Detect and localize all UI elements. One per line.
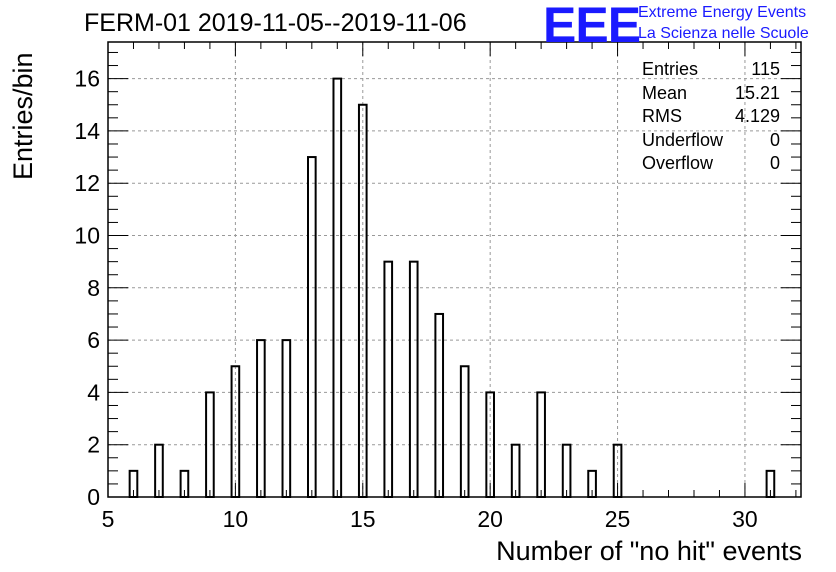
- plot-frame: [107, 41, 802, 498]
- histogram-bar: [154, 443, 164, 498]
- stats-value: 4.129: [734, 106, 780, 126]
- stats-value: 15.21: [734, 82, 780, 103]
- stats-value: 0: [769, 129, 780, 150]
- eee-logo: EEE: [543, 0, 641, 53]
- y-tick-label: 6: [87, 327, 100, 353]
- histogram-bar: [256, 339, 266, 498]
- stats-label: Overflow: [642, 153, 714, 173]
- y-axis-label: Entries/bin: [8, 52, 38, 180]
- y-tick-label: 14: [74, 118, 100, 144]
- logo-line-2: La Scienza nelle Scuole: [638, 25, 809, 42]
- x-tick-label: 15: [350, 506, 376, 532]
- x-tick-label: 20: [477, 506, 503, 532]
- stats-value: 115: [751, 59, 780, 79]
- stats-box: Entries 115 Mean 15.21 RMS 4.129 Underflow 0…: [642, 58, 780, 176]
- histogram-bar: [307, 156, 317, 498]
- histogram-bar: [459, 365, 470, 498]
- tick-labels: 5 10 15 20 25 30 0 2 4 6 8 10 12 14 16: [74, 66, 757, 532]
- x-tick-label: 25: [605, 506, 631, 532]
- stats-row-mean: Mean 15.21: [642, 82, 780, 106]
- y-tick-label: 0: [87, 484, 100, 510]
- stats-label: Underflow: [642, 129, 724, 150]
- stats-label: RMS: [642, 106, 682, 126]
- y-tick-label: 12: [74, 170, 100, 196]
- x-axis-label: Number of "no hit" events: [496, 536, 802, 566]
- stats-label: Entries: [642, 59, 699, 79]
- y-tick-label: 16: [74, 66, 100, 92]
- axes-frame: [107, 41, 802, 498]
- y-tick-label: 8: [87, 275, 100, 301]
- histogram-bar: [510, 443, 521, 498]
- y-tick-label: 4: [87, 379, 100, 405]
- tick-marks: [107, 42, 801, 498]
- y-tick-label: 10: [74, 223, 100, 249]
- grid-lines: [108, 42, 801, 497]
- stats-row-rms: RMS 4.129: [642, 105, 780, 129]
- stats-row-overflow: Overflow 0: [642, 152, 780, 176]
- eee-logo-caption: Extreme Energy Events La Scienza nelle S…: [638, 2, 809, 44]
- x-tick-label: 30: [732, 506, 758, 532]
- stats-value: 0: [769, 153, 780, 173]
- x-tick-label: 10: [223, 506, 249, 532]
- x-tick-label: 5: [102, 506, 115, 532]
- histogram-bar: [281, 339, 292, 498]
- histogram-bar: [408, 260, 419, 499]
- histogram-bar: [561, 443, 572, 498]
- y-tick-label: 2: [87, 432, 100, 458]
- histogram-bar: [383, 260, 394, 499]
- chart-title: FERM-01 2019-11-05--2019-11-06: [84, 9, 467, 37]
- stats-row-entries: Entries 115: [642, 58, 780, 82]
- histogram-bar: [434, 312, 445, 498]
- stats-row-underflow: Underflow 0: [642, 129, 780, 153]
- logo-line-1: Extreme Energy Events: [638, 4, 807, 21]
- stats-label: Mean: [642, 82, 688, 103]
